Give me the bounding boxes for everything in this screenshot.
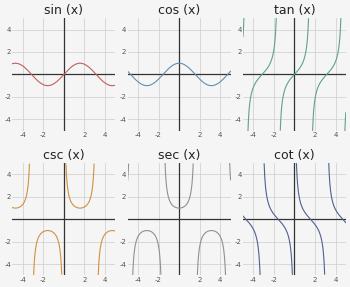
Title: cos (x): cos (x) — [158, 4, 200, 17]
Title: tan (x): tan (x) — [274, 4, 315, 17]
Title: cot (x): cot (x) — [274, 149, 315, 162]
Title: sin (x): sin (x) — [44, 4, 83, 17]
Title: csc (x): csc (x) — [43, 149, 85, 162]
Title: sec (x): sec (x) — [158, 149, 200, 162]
